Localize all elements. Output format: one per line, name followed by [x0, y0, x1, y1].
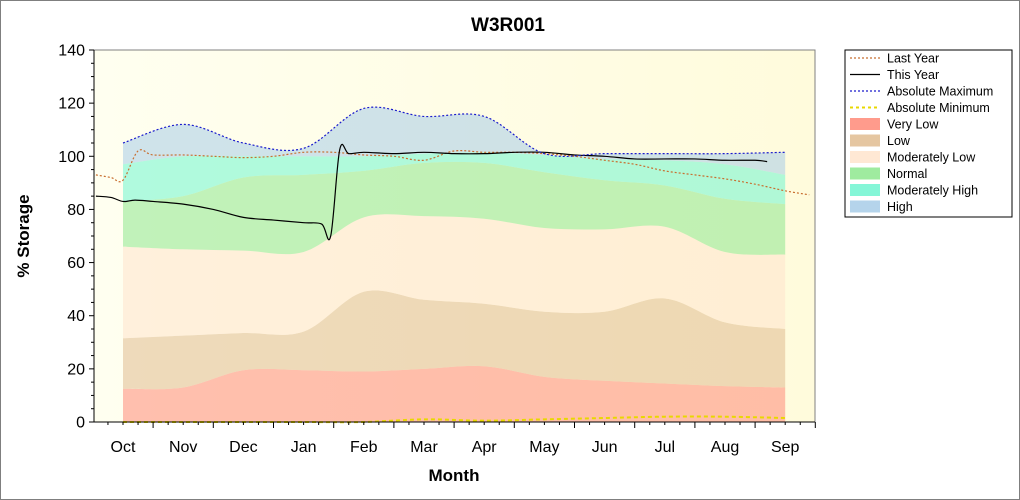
legend-item-high: High — [850, 200, 913, 214]
series-this-year — [95, 143, 768, 241]
x-tick-label: Sep — [771, 439, 800, 456]
x-tick-label: Nov — [169, 439, 197, 456]
series-absolute-maximum — [122, 106, 786, 157]
legend-label: This Year — [887, 68, 939, 82]
y-tick-label: 0 — [76, 415, 85, 432]
x-tick-label: Jun — [592, 439, 618, 456]
y-tick-label: 140 — [58, 43, 85, 60]
y-tick-label: 120 — [58, 96, 85, 113]
y-tick-label: 80 — [67, 202, 85, 219]
y-axis-title: % Storage — [14, 194, 33, 277]
band-moderately-low — [123, 214, 786, 339]
axes: 0 20 40 60 80 100 120 140 Oct Nov Dec Jan Feb Mar Apr M… — [58, 43, 816, 456]
x-tick-label: Jan — [291, 439, 317, 456]
band-moderately-high — [123, 152, 786, 205]
x-tick-label: Oct — [111, 439, 136, 456]
legend-item-moderately-low: Moderately Low — [850, 151, 976, 165]
x-tick-label: Mar — [410, 439, 438, 456]
legend-item-very-low: Very Low — [850, 118, 939, 132]
legend-swatch — [850, 167, 880, 180]
legend-label: Absolute Minimum — [887, 101, 990, 115]
legend-item-normal: Normal — [850, 167, 927, 181]
band-very-low — [123, 365, 786, 422]
legend-label: Moderately High — [887, 184, 978, 198]
legend-swatch — [850, 134, 880, 147]
band-normal — [123, 161, 786, 255]
legend-swatch — [850, 151, 880, 163]
legend-item-this-year: This Year — [850, 68, 939, 82]
legend-label: High — [887, 200, 913, 214]
y-tick-label: 40 — [67, 308, 85, 325]
legend-item-low: Low — [850, 134, 911, 148]
legend-swatch — [850, 118, 880, 130]
legend-label: Moderately Low — [887, 151, 976, 165]
x-tick-label: Aug — [711, 439, 739, 456]
x-tick-label: Apr — [472, 439, 498, 456]
percentile-bands — [123, 107, 786, 422]
x-tick-label: May — [529, 439, 559, 456]
legend-label: Last Year — [887, 52, 939, 66]
y-tick-label: 100 — [58, 149, 85, 166]
x-axis-title: Month — [429, 466, 480, 485]
legend-item-absolute-minimum: Absolute Minimum — [850, 101, 990, 115]
legend-swatch — [850, 200, 880, 213]
legend-item-absolute-maximum: Absolute Maximum — [850, 85, 993, 99]
y-tick-label: 20 — [67, 361, 85, 378]
chart-title: W3R001 — [471, 15, 545, 36]
band-low — [123, 290, 786, 390]
legend-swatch — [850, 184, 880, 196]
legend-label: Very Low — [887, 118, 939, 132]
x-tick-label: Feb — [350, 439, 378, 456]
y-tick-label: 60 — [67, 255, 85, 272]
legend-label: Normal — [887, 167, 927, 181]
legend-label: Absolute Maximum — [887, 85, 993, 99]
legend-item-moderately-high: Moderately High — [850, 184, 978, 198]
x-tick-label: Jul — [655, 439, 675, 456]
legend-label: Low — [887, 134, 911, 148]
legend-item-last-year: Last Year — [850, 52, 939, 66]
x-tick-label: Dec — [229, 439, 257, 456]
legend: Last Year This Year Absolute Maximum Absolu… — [844, 49, 1013, 218]
